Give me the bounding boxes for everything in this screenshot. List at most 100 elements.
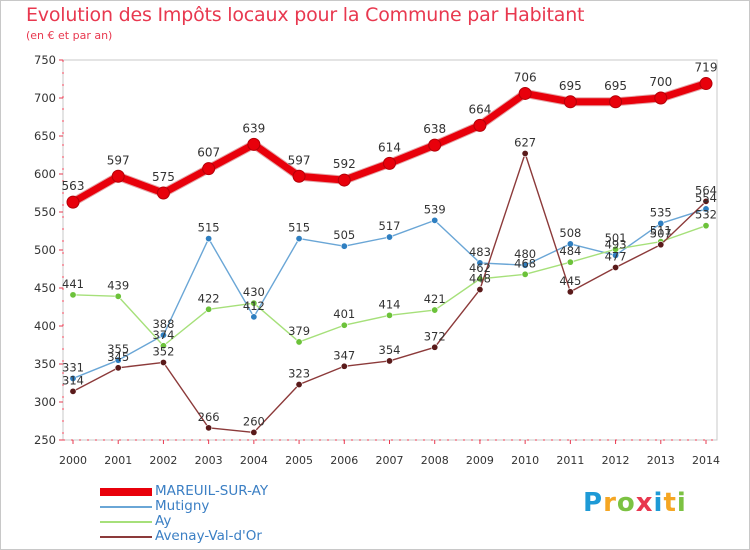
x-tick-label: 2013: [647, 454, 675, 467]
data-point: [203, 163, 215, 175]
data-point: [386, 234, 392, 240]
data-label: 441: [62, 277, 84, 291]
y-tick-label: 350: [34, 357, 56, 371]
data-point: [115, 365, 121, 371]
y-tick-label: 550: [34, 205, 56, 219]
data-label: 575: [152, 170, 175, 184]
logo-letter: r: [603, 488, 617, 518]
data-point: [341, 363, 347, 369]
data-point: [251, 314, 257, 320]
data-point: [655, 92, 667, 104]
legend: MAREUIL-SUR-AY Mutigny Ay Avenay-Val-d'O…: [100, 484, 400, 544]
logo-letter: P: [583, 488, 603, 518]
data-label: 695: [559, 79, 582, 93]
data-label: 563: [62, 179, 85, 193]
legend-label: Mutigny: [155, 498, 209, 514]
data-point: [564, 96, 576, 108]
y-tick-label: 500: [34, 243, 56, 257]
data-label: 695: [604, 79, 627, 93]
x-tick-label: 2000: [59, 454, 87, 467]
data-label: 379: [288, 324, 310, 338]
legend-label: MAREUIL-SUR-AY: [155, 483, 268, 499]
data-point: [248, 138, 260, 150]
data-label: 439: [107, 278, 129, 292]
data-point: [338, 174, 350, 186]
data-label: 323: [288, 367, 310, 381]
data-label: 515: [288, 221, 310, 235]
data-label: 477: [605, 249, 627, 263]
proxiti-logo: Proxiti: [583, 488, 687, 518]
x-tick-label: 2011: [556, 454, 584, 467]
data-label: 483: [469, 245, 491, 259]
x-tick-label: 2012: [602, 454, 630, 467]
y-tick-label: 250: [34, 433, 56, 447]
data-label: 422: [198, 291, 220, 305]
data-point: [522, 150, 528, 156]
data-label: 352: [152, 344, 174, 358]
legend-swatch: [100, 506, 152, 508]
data-point: [115, 293, 121, 299]
data-label: 614: [378, 140, 401, 154]
data-label: 266: [198, 410, 220, 424]
data-point: [157, 187, 169, 199]
y-tick-label: 450: [34, 281, 56, 295]
y-tick-label: 300: [34, 395, 56, 409]
data-point: [205, 306, 211, 312]
data-label: 638: [423, 122, 446, 136]
x-tick-label: 2006: [330, 454, 358, 467]
y-tick-label: 650: [34, 129, 56, 143]
data-point: [519, 87, 531, 99]
x-tick-label: 2014: [692, 454, 720, 467]
logo-letter: o: [617, 488, 636, 518]
data-point: [432, 344, 438, 350]
data-point: [67, 196, 79, 208]
data-label: 345: [107, 350, 129, 364]
data-label: 260: [243, 414, 265, 428]
x-tick-label: 2008: [421, 454, 449, 467]
data-label: 354: [379, 343, 401, 357]
x-tick-label: 2004: [240, 454, 268, 467]
x-tick-label: 2010: [511, 454, 539, 467]
x-tick-label: 2009: [466, 454, 494, 467]
data-label: 664: [468, 102, 491, 116]
data-label: 706: [514, 70, 537, 84]
line-chart: 2503003504004505005506006507007502000 200…: [0, 0, 750, 550]
legend-swatch: [100, 536, 152, 538]
data-point: [341, 322, 347, 328]
data-point: [700, 78, 712, 90]
data-label: 347: [333, 348, 355, 362]
data-label: 372: [424, 329, 446, 343]
data-point: [386, 358, 392, 364]
data-point: [429, 139, 441, 151]
data-point: [658, 241, 664, 247]
data-point: [160, 359, 166, 365]
data-point: [112, 170, 124, 182]
logo-letter: t: [663, 488, 676, 518]
data-label: 597: [288, 153, 311, 167]
data-point: [70, 388, 76, 394]
data-label: 719: [695, 61, 718, 75]
logo-letter: i: [654, 488, 664, 518]
x-tick-label: 2005: [285, 454, 313, 467]
x-tick-label: 2003: [195, 454, 223, 467]
data-label: 505: [333, 228, 355, 242]
data-point: [432, 307, 438, 313]
data-point: [205, 235, 211, 241]
legend-item-ay: Ay: [100, 514, 400, 529]
data-label: 517: [379, 219, 401, 233]
legend-item-mareuil: MAREUIL-SUR-AY: [100, 484, 400, 499]
data-point: [474, 119, 486, 131]
legend-label: Ay: [155, 513, 171, 529]
legend-swatch: [100, 488, 152, 496]
x-tick-label: 2002: [149, 454, 177, 467]
y-tick-label: 600: [34, 167, 56, 181]
data-point: [432, 217, 438, 223]
data-label: 507: [650, 227, 672, 241]
legend-item-avenay: Avenay-Val-d'Or: [100, 529, 400, 544]
data-label: 445: [559, 274, 581, 288]
data-label: 532: [695, 208, 717, 222]
data-label: 421: [424, 292, 446, 306]
data-label: 484: [559, 244, 581, 258]
data-label: 401: [333, 307, 355, 321]
data-point: [296, 381, 302, 387]
